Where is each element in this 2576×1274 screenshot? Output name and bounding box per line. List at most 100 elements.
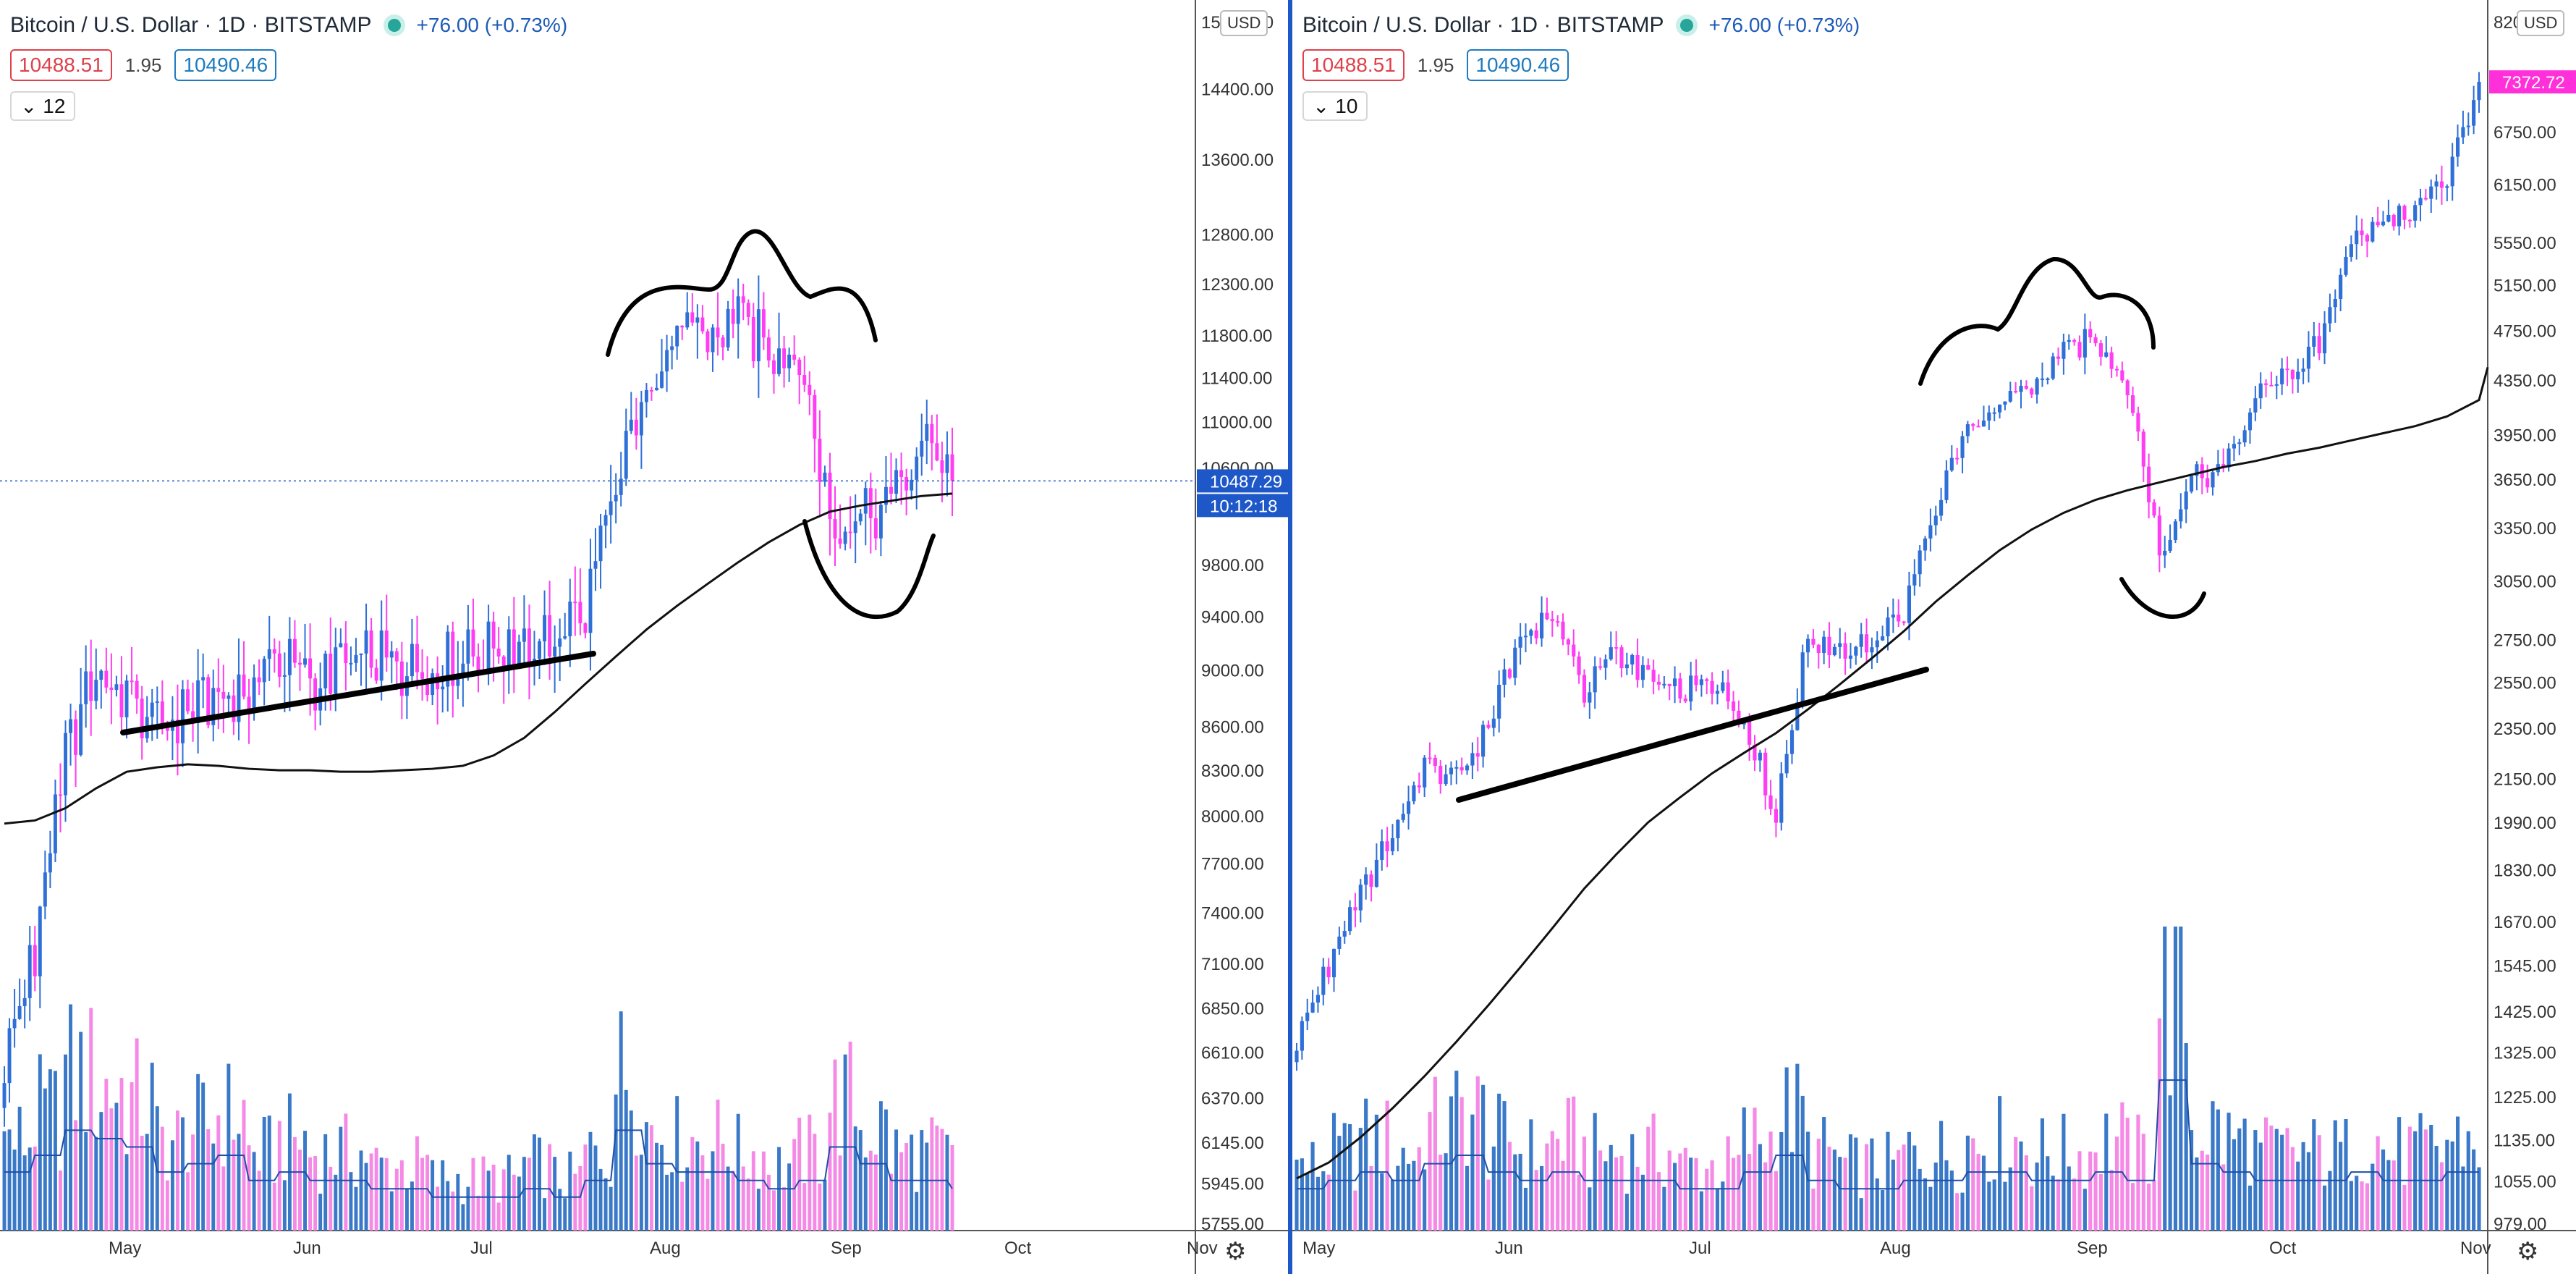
price-tick-label: 5755.00 (1201, 1215, 1264, 1234)
candle-body (354, 654, 358, 663)
chevron-down-icon[interactable]: ⌄ (1313, 95, 1330, 117)
candle-body (344, 643, 348, 664)
volume-bar (33, 1146, 37, 1231)
price-tick-label: 9800.00 (1201, 556, 1264, 575)
indicator-toggle[interactable]: ⌄ 12 (10, 91, 76, 121)
volume-bar (420, 1157, 424, 1231)
chart-pane-left[interactable]: 15200.0014400.0013600.0012800.0012300.00… (0, 0, 1288, 1274)
candle-body (441, 686, 445, 690)
candle-body (359, 653, 363, 655)
candle-body (38, 906, 42, 976)
currency-button[interactable]: USD (2517, 10, 2565, 36)
volume-bar (1423, 1169, 1427, 1231)
volume-bar (838, 1155, 842, 1231)
candle-body (512, 629, 516, 665)
gear-icon[interactable]: ⚙ (2517, 1237, 2538, 1266)
candle-body (2312, 336, 2316, 347)
volume-bar (2397, 1117, 2402, 1231)
price-tick-label: 2550.00 (2494, 673, 2556, 693)
sell-price-button[interactable]: 10488.51 (10, 49, 112, 81)
volume-bar (252, 1152, 256, 1231)
volume-bar (706, 1178, 710, 1231)
candle-body (2120, 370, 2124, 381)
buy-price-button[interactable]: 10490.46 (174, 49, 277, 81)
chevron-down-icon[interactable]: ⌄ (20, 95, 38, 117)
volume-bar (1369, 1166, 1373, 1231)
volume-bar (2328, 1170, 2332, 1231)
candle-body (2221, 464, 2226, 468)
chart-canvas-left[interactable]: 15200.0014400.0013600.0012800.0012300.00… (0, 0, 1288, 1274)
candle-body (2125, 380, 2130, 396)
volume-bar (1789, 1152, 1795, 1231)
candle-body (1353, 907, 1357, 911)
candle-body (1630, 654, 1635, 665)
last-price-tag (2489, 70, 2576, 94)
pane-divider[interactable] (1288, 0, 1292, 1274)
candle-body (2296, 371, 2300, 379)
volume-bar (2211, 1101, 2215, 1231)
moving-average-line (1296, 367, 2489, 1180)
candle-body (262, 659, 266, 683)
volume-bar (2296, 1161, 2300, 1231)
candle-body (858, 513, 863, 522)
candle-body (2386, 214, 2391, 222)
candle-body (1907, 585, 1912, 623)
volume-bar (1699, 1191, 1703, 1231)
chart-canvas-right[interactable]: 8200.007372.726750.006150.005550.005150.… (1292, 0, 2576, 1274)
candle-body (680, 326, 685, 328)
candle-body (2072, 339, 2077, 342)
candle-body (1619, 647, 1624, 669)
volume-bar (568, 1151, 572, 1231)
candle-body (2280, 368, 2284, 384)
gear-icon[interactable]: ⚙ (1224, 1237, 1246, 1266)
candle-body (660, 371, 664, 388)
candle-body (1640, 665, 1645, 680)
symbol-title: Bitcoin / U.S. Dollar · 1D · BITSTAMP (10, 13, 372, 37)
candle-body (2157, 515, 2161, 556)
volume-bar (160, 1126, 164, 1231)
candle-body (2024, 386, 2028, 389)
candle-body (1491, 718, 1496, 728)
volume-bar (721, 1144, 725, 1231)
spread-value: 1.95 (124, 54, 162, 76)
chart-pane-right[interactable]: 8200.007372.726750.006150.005550.005150.… (1292, 0, 2576, 1274)
volume-bar (329, 1166, 333, 1231)
candle-body (461, 663, 465, 675)
candle-body (181, 689, 185, 743)
volume-bar (17, 1106, 22, 1231)
volume-bar (43, 1088, 47, 1231)
candle-body (1987, 412, 1991, 421)
volume-bar (930, 1117, 934, 1231)
candle-body (415, 644, 419, 672)
candle-body (2322, 323, 2327, 354)
volume-bar (22, 1155, 27, 1231)
last-price-tag (1197, 469, 1288, 493)
buy-price-button[interactable]: 10490.46 (1467, 49, 1569, 81)
candle-body (563, 636, 567, 639)
candle-body (33, 945, 37, 976)
volume-bar (660, 1144, 664, 1231)
currency-button[interactable]: USD (1220, 10, 1268, 36)
volume-bar (1321, 1171, 1326, 1231)
volume-bar (38, 1054, 42, 1231)
volume-bar (1976, 1153, 1980, 1231)
candle-body (655, 387, 658, 391)
moving-average-line (4, 492, 953, 825)
volume-bar (1556, 1139, 1560, 1231)
volume-bar (1550, 1131, 1554, 1231)
volume-bar (670, 1172, 674, 1231)
volume-bar (619, 1011, 623, 1231)
volume-bar (446, 1181, 450, 1231)
candle-body (476, 657, 480, 670)
candle-body (2381, 222, 2386, 226)
volume-bar (2, 1131, 7, 1231)
last-price-label: 10487.29 (1210, 472, 1282, 492)
candle-body (2062, 342, 2066, 359)
volume-bar (2312, 1119, 2316, 1231)
candle-body (675, 326, 679, 347)
volume-bar (2125, 1118, 2130, 1231)
sell-price-button[interactable]: 10488.51 (1302, 49, 1404, 81)
indicator-toggle[interactable]: ⌄ 10 (1302, 91, 1368, 121)
volume-bar (135, 1038, 139, 1231)
